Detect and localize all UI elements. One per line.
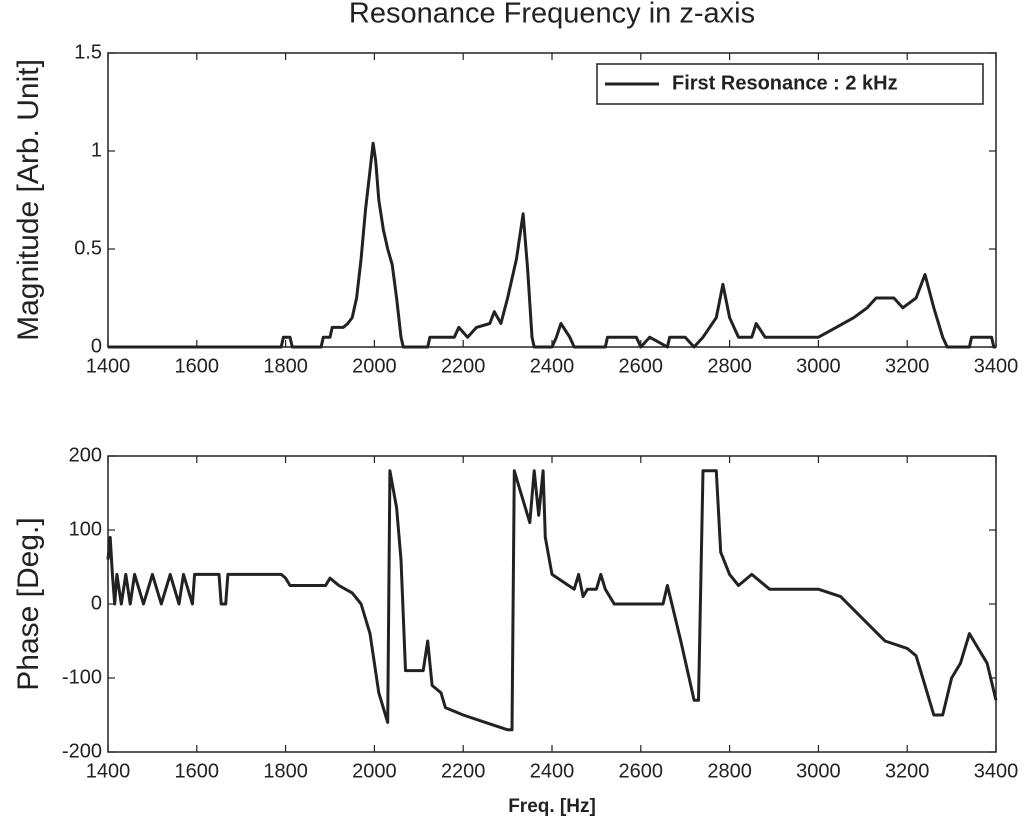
x-tick-label: 2200 — [441, 760, 486, 782]
line-series — [108, 141, 996, 349]
x-tick-label: 1600 — [175, 760, 220, 782]
x-tick-label: 2400 — [530, 760, 575, 782]
y-tick-label: -100 — [62, 666, 102, 688]
x-tick-label: 2200 — [441, 355, 486, 377]
x-tick-label: 2800 — [707, 355, 752, 377]
x-tick-label: 1800 — [263, 355, 308, 377]
legend-label: First Resonance : 2 kHz — [672, 72, 898, 94]
y-tick-label: -200 — [62, 740, 102, 762]
x-tick-label: 2000 — [352, 355, 397, 377]
x-tick-label: 3000 — [796, 355, 841, 377]
x-tick-label: 1800 — [263, 760, 308, 782]
chart-title: Resonance Frequency in z-axis — [349, 0, 755, 30]
y-tick-label: 0.5 — [74, 237, 102, 259]
line-series — [106, 469, 998, 732]
x-tick-label: 3400 — [974, 760, 1019, 782]
x-tick-label: 2600 — [619, 355, 664, 377]
x-tick-label: 2600 — [619, 760, 664, 782]
y-tick-label: 0 — [91, 335, 102, 357]
x-tick-label: 2400 — [530, 355, 575, 377]
legend-box — [596, 63, 984, 105]
x-tick-label: 3200 — [885, 355, 930, 377]
y-tick-label: 0 — [91, 592, 102, 614]
plot-frame — [107, 455, 997, 753]
x-tick-label: 1400 — [86, 760, 131, 782]
y-axis-label: Phase [Deg.] — [12, 517, 45, 690]
x-tick-label: 3000 — [796, 760, 841, 782]
y-tick-label: 200 — [69, 444, 102, 466]
x-axis-label: Freq. [Hz] — [508, 796, 596, 817]
x-tick-label: 1600 — [175, 355, 220, 377]
y-tick-label: 100 — [69, 518, 102, 540]
x-tick-label: 2000 — [352, 760, 397, 782]
x-tick-label: 1400 — [86, 355, 131, 377]
y-tick-label: 1 — [91, 139, 102, 161]
x-tick-label: 3200 — [885, 760, 930, 782]
y-tick-label: 1.5 — [74, 41, 102, 63]
y-axis-label: Magnitude [Arb. Unit] — [12, 59, 45, 341]
x-tick-label: 2800 — [707, 760, 752, 782]
x-tick-label: 3400 — [974, 355, 1019, 377]
